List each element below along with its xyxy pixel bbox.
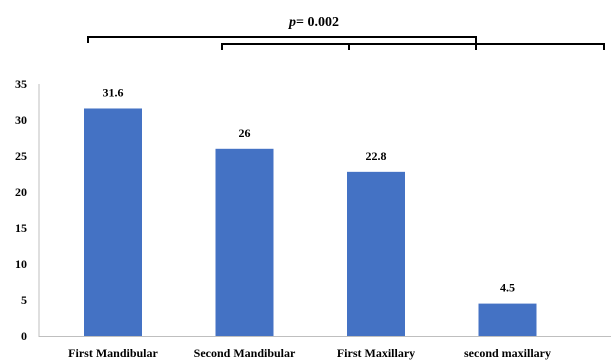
data-label: 31.6 — [103, 85, 124, 99]
bar — [215, 148, 274, 336]
y-axis-ticks: 0 5 10 15 20 25 30 35 — [15, 77, 27, 343]
bar — [84, 108, 142, 336]
significance-annotation: p= 0.002 — [288, 15, 339, 30]
y-tick-label: 25 — [15, 149, 27, 163]
bar — [347, 171, 405, 336]
category-label: Second Mandibular — [194, 346, 296, 360]
y-tick-label: 35 — [15, 77, 27, 91]
y-tick-label: 20 — [15, 185, 27, 199]
data-labels: 31.6 26 22.8 4.5 — [103, 85, 516, 294]
data-label: 26 — [239, 126, 251, 140]
bracket-inner-left — [221, 43, 350, 50]
y-tick-label: 10 — [15, 257, 27, 271]
category-label: First Mandibular — [68, 346, 158, 360]
y-tick-label: 15 — [15, 221, 27, 235]
data-label: 22.8 — [366, 149, 387, 163]
y-tick-label: 5 — [21, 293, 27, 307]
p-symbol: p — [288, 15, 296, 30]
bracket-outer — [87, 36, 477, 43]
data-label: 4.5 — [500, 281, 515, 295]
bars — [84, 108, 537, 336]
category-label: First Maxillary — [337, 346, 415, 360]
category-labels: First Mandibular Second Mandibular First M… — [68, 346, 551, 360]
category-label: second maxillary — [464, 346, 551, 360]
y-tick-label: 0 — [21, 329, 27, 343]
bar — [478, 303, 537, 336]
y-tick-label: 30 — [15, 113, 27, 127]
bracket-inner-right — [349, 43, 477, 50]
bracket-right — [476, 43, 605, 50]
significance-brackets — [87, 36, 605, 50]
p-value: = 0.002 — [296, 15, 339, 30]
